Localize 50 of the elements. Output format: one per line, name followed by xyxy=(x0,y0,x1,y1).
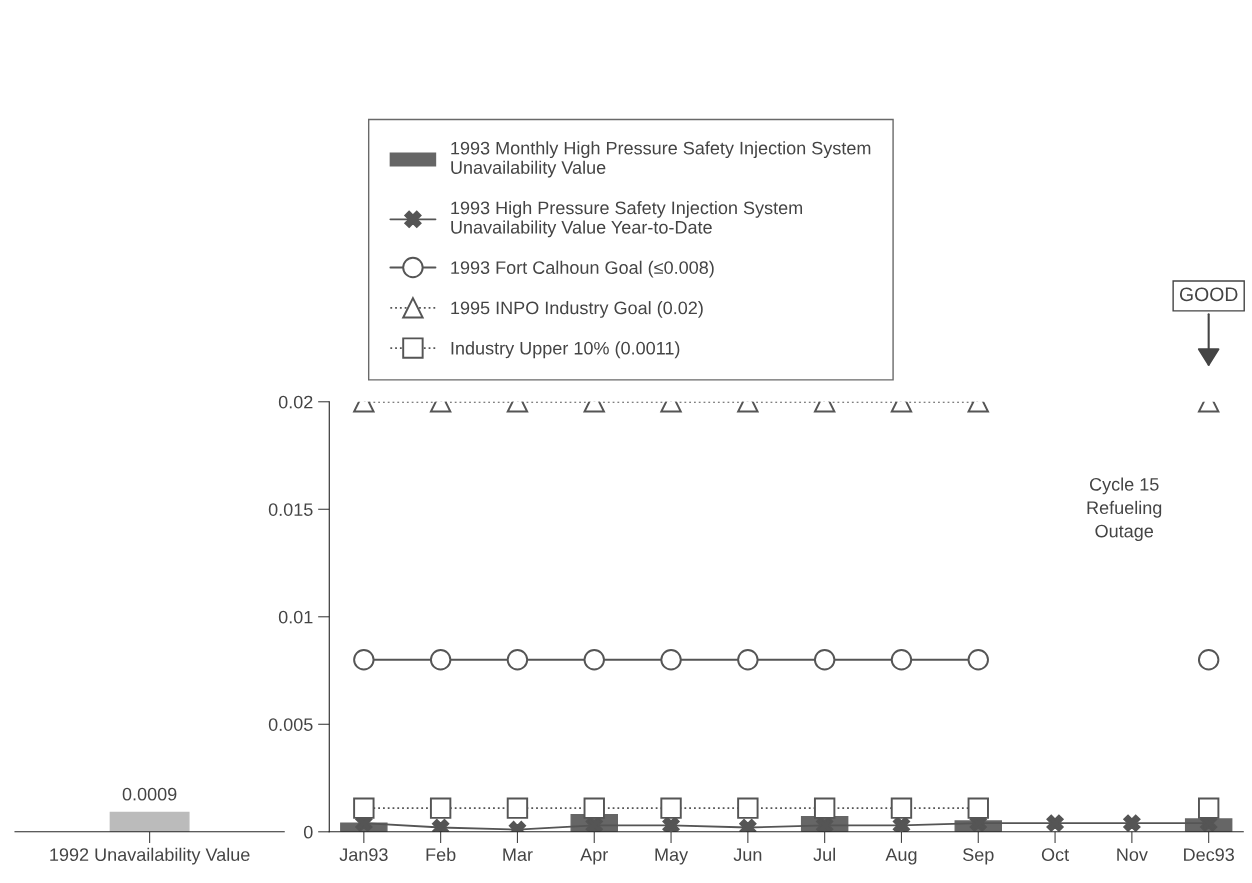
text: GOOD xyxy=(1179,287,1238,302)
x-tick-label: Sep xyxy=(963,848,994,865)
point xyxy=(890,649,913,671)
point xyxy=(1197,649,1220,671)
point xyxy=(737,797,759,819)
x-tick-label: Feb xyxy=(426,847,456,862)
point xyxy=(583,649,605,671)
x-tick-label: Jan93 xyxy=(339,848,388,862)
point xyxy=(1197,797,1220,819)
point xyxy=(892,816,911,832)
legend-label: 1995 INPO Industry Goal (0.02) xyxy=(451,301,703,318)
y-tick-label: 0.02 xyxy=(278,395,313,409)
x-tick-label: Mar xyxy=(503,848,533,862)
point xyxy=(813,649,836,671)
x-tick-label: Dec93 xyxy=(1184,848,1234,862)
y-tick-label: 0.005 xyxy=(268,718,313,731)
point xyxy=(660,649,682,671)
annotation: Cycle 15 Refueling Outage xyxy=(1087,477,1162,542)
point xyxy=(583,797,605,819)
x-tick-label: May xyxy=(655,848,689,865)
y-tick-label: 0 xyxy=(303,825,313,839)
x-tick-label: Jul xyxy=(813,847,835,862)
x-tick-label: Aug xyxy=(885,848,917,865)
point xyxy=(1123,814,1141,832)
x-tick-label: Jun xyxy=(733,848,762,862)
point xyxy=(967,797,989,819)
y-tick-label: 0.01 xyxy=(278,610,313,624)
point xyxy=(662,816,680,832)
legend-label: Industry Upper 10% (0.0011) xyxy=(451,341,680,359)
x-tick-label: Nov xyxy=(1117,848,1148,862)
point xyxy=(737,649,759,671)
x-tick-label: Oct xyxy=(1041,848,1069,862)
point xyxy=(890,797,913,819)
point xyxy=(967,649,989,671)
x-tick-label: 1992 Unavailability Value xyxy=(50,847,250,865)
point xyxy=(353,797,375,819)
point xyxy=(506,797,529,819)
data-label: 0.0009 xyxy=(122,787,177,801)
point xyxy=(429,649,452,671)
x-tick-label: Apr xyxy=(580,848,608,865)
y-tick-label: 0.015 xyxy=(268,503,313,516)
point xyxy=(660,797,682,819)
legend-label: 1993 Monthly High Pressure Safety Injection System Unavailability Value xyxy=(451,141,871,178)
point xyxy=(813,797,836,819)
legend-label: 1993 Fort Calhoun Goal (≤0.008) xyxy=(451,260,714,278)
point xyxy=(353,649,375,671)
point xyxy=(429,797,452,819)
legend-label: 1993 High Pressure Safety Injection System Unavailability Value Year-to-Date xyxy=(451,200,803,238)
point xyxy=(1046,814,1064,832)
point xyxy=(506,649,529,671)
